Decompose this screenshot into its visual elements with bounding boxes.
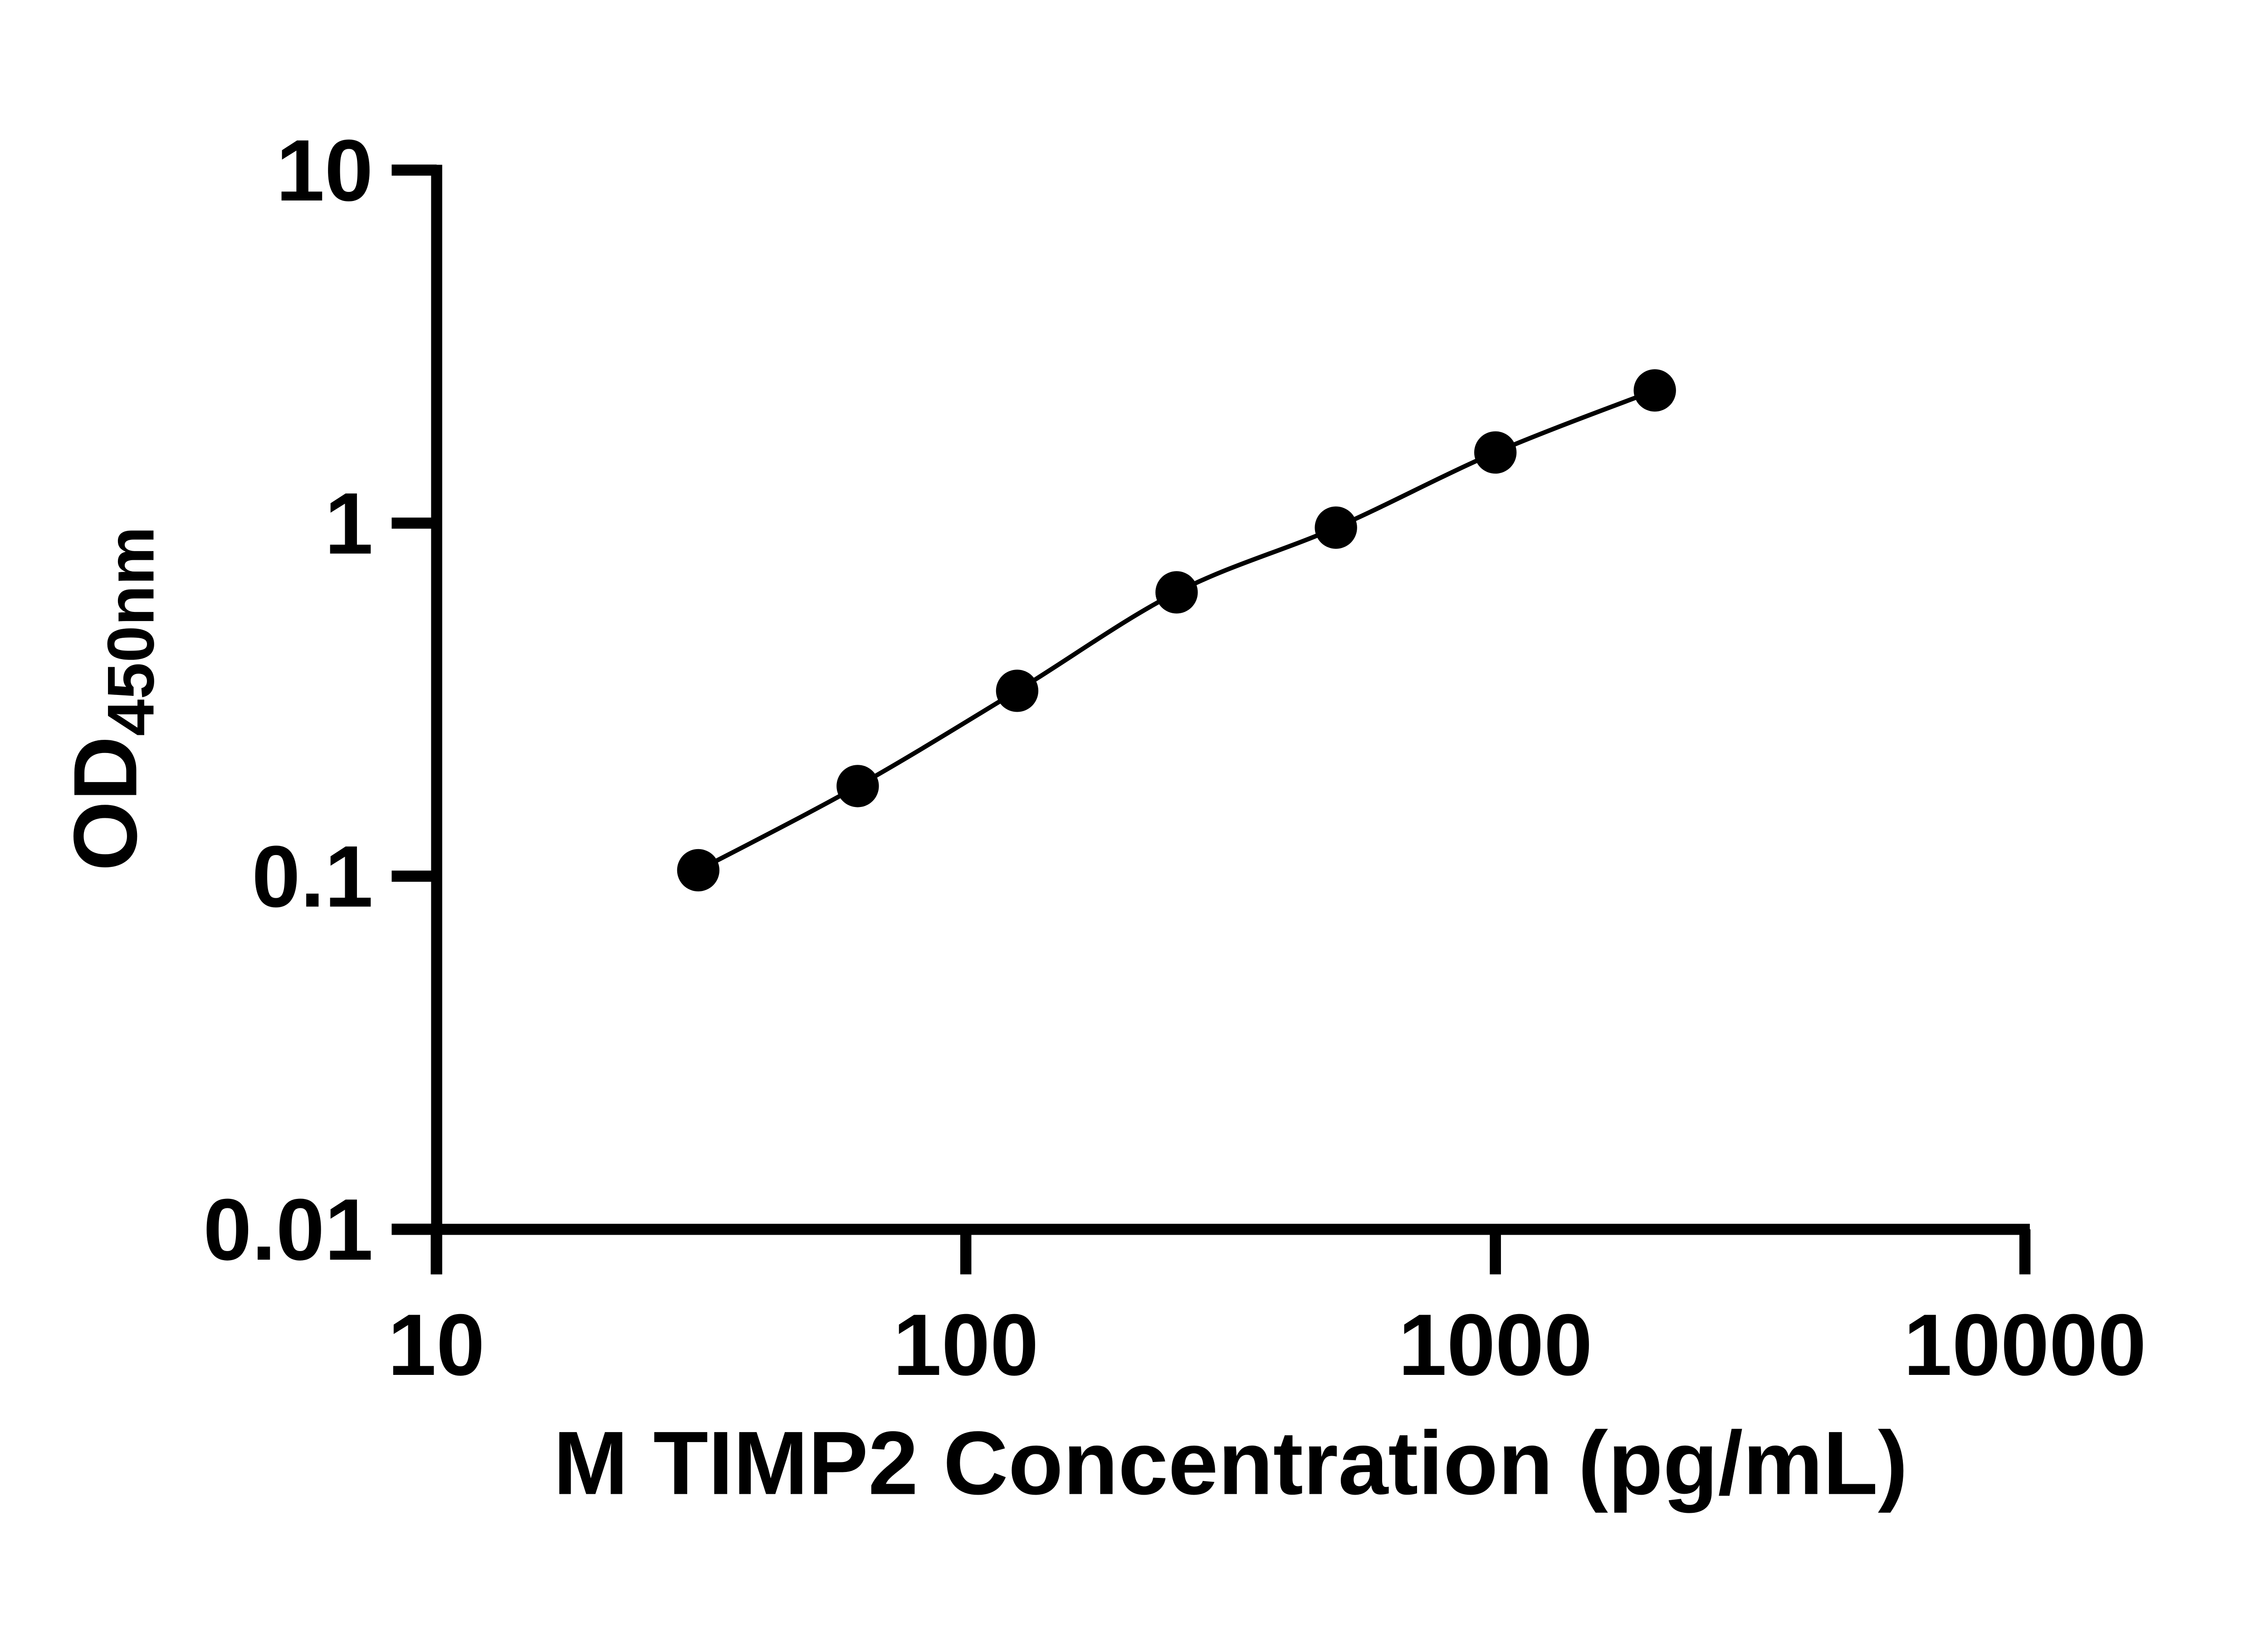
plot-axes (391, 165, 2030, 1275)
data-point-marker (1315, 506, 1357, 549)
data-point-marker (1474, 431, 1517, 474)
x-tick-label: 1000 (1398, 1296, 1593, 1393)
y-axis-title: OD450nm (55, 527, 167, 871)
data-series (677, 369, 1676, 892)
x-axis-ticks: 10 100 1000 10000 (388, 1229, 2146, 1393)
data-point-marker (1633, 369, 1676, 412)
y-axis-title-main: OD (55, 736, 156, 871)
y-tick-label: 0.01 (203, 1181, 373, 1278)
x-tick-label: 100 (893, 1296, 1039, 1393)
y-tick-label: 10 (276, 122, 373, 219)
x-axis-title: M TIMP2 Concentration (pg/mL) (553, 1413, 1908, 1514)
data-point-marker (677, 849, 720, 892)
y-axis-title-subscript: 450nm (93, 527, 167, 736)
x-tick-label: 10 (388, 1296, 485, 1393)
x-tick-label: 10000 (1903, 1296, 2146, 1393)
data-point-marker (996, 670, 1039, 712)
y-tick-label: 0.1 (252, 828, 373, 925)
data-point-marker (1155, 571, 1198, 614)
data-point-marker (836, 765, 879, 807)
y-tick-label: 1 (325, 474, 373, 572)
y-axis-ticks: 0.01 0.1 1 10 (203, 122, 437, 1278)
